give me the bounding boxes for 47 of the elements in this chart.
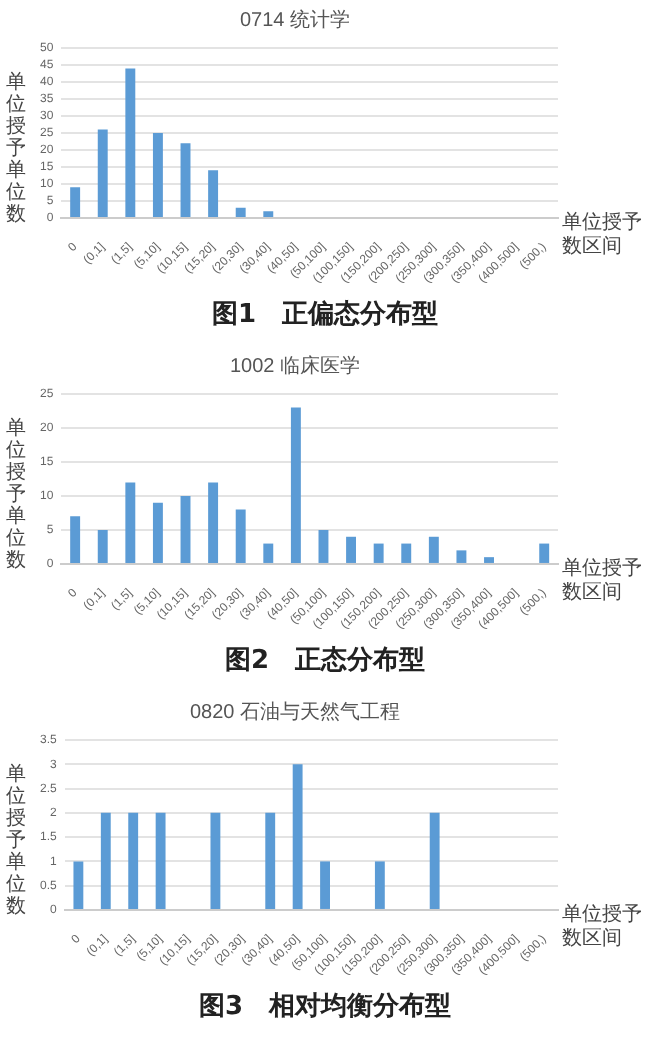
bar [428, 536, 439, 563]
bar [263, 543, 274, 563]
x-axis-title: 单位授予数区间 [562, 212, 644, 260]
bar [373, 543, 384, 563]
bar [152, 132, 163, 217]
bar [263, 211, 274, 217]
chart-title: 0714 统计学 [239, 7, 351, 32]
chart-title: 1002 临床医学 [229, 353, 361, 378]
bar [208, 482, 219, 563]
bar [73, 861, 84, 909]
bar [125, 482, 136, 563]
bar [235, 509, 246, 563]
bar [401, 543, 412, 563]
bar [97, 129, 108, 217]
bar [100, 812, 111, 909]
bar [97, 529, 108, 563]
bar [456, 550, 467, 563]
bar [70, 187, 81, 217]
bar [374, 861, 385, 909]
caption: 图3 相对均衡分布型 [196, 990, 454, 1024]
bar [125, 68, 136, 217]
x-axis-title: 单位授予数区间 [562, 904, 644, 952]
bar [210, 812, 221, 909]
caption: 图2 正态分布型 [222, 644, 428, 678]
y-axis-title: 单位授予单位数 [6, 418, 28, 572]
bar [346, 536, 357, 563]
bar [208, 170, 219, 217]
y-axis-title: 单位授予单位数 [6, 764, 28, 918]
caption: 图1 正偏态分布型 [209, 298, 441, 332]
bar [155, 812, 166, 909]
y-axis-title: 单位授予单位数 [6, 72, 28, 226]
bar [128, 812, 139, 909]
bar [539, 543, 550, 563]
bar [290, 407, 301, 563]
bar [265, 812, 276, 909]
bar [429, 812, 440, 909]
bar [292, 764, 303, 909]
bar [180, 495, 191, 563]
bar [484, 557, 494, 563]
bar [180, 143, 191, 217]
chart-title: 0820 石油与天然气工程 [189, 699, 401, 724]
x-axis-title: 单位授予数区间 [562, 558, 644, 606]
bar [152, 502, 163, 563]
bar [70, 516, 81, 563]
bar [235, 207, 246, 217]
bar [318, 529, 329, 563]
bar [320, 861, 330, 909]
